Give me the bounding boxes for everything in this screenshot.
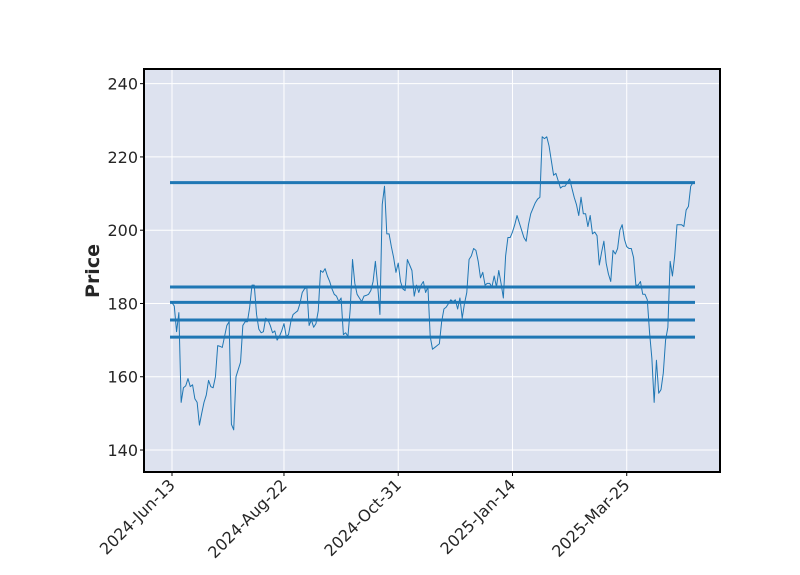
y-tick-label: 140 [107,441,138,460]
price-series-line [171,136,694,431]
horizontal-levels [170,181,695,339]
y-axis-title: Price [82,244,104,298]
x-tick-label: 2024-Jun-13 [96,475,179,558]
x-tick-label: 2024-Oct-31 [320,475,405,560]
y-axis-ticks: 140 160 180 200 220 240 [107,75,144,460]
y-tick-label: 220 [107,148,138,167]
x-tick-label: 2025-Jan-14 [436,475,519,558]
plot-background [144,69,720,472]
y-tick-label: 160 [107,368,138,387]
x-axis-ticks: 2024-Jun-13 2024-Aug-22 2024-Oct-31 2025-Ja… [96,472,634,562]
y-tick-label: 240 [107,75,138,94]
y-tick-label: 200 [107,221,138,240]
y-tick-label: 180 [107,294,138,313]
plot-frame [143,68,721,473]
x-tick-label: 2025-Mar-25 [548,475,633,560]
x-tick-label: 2024-Aug-22 [204,475,291,562]
